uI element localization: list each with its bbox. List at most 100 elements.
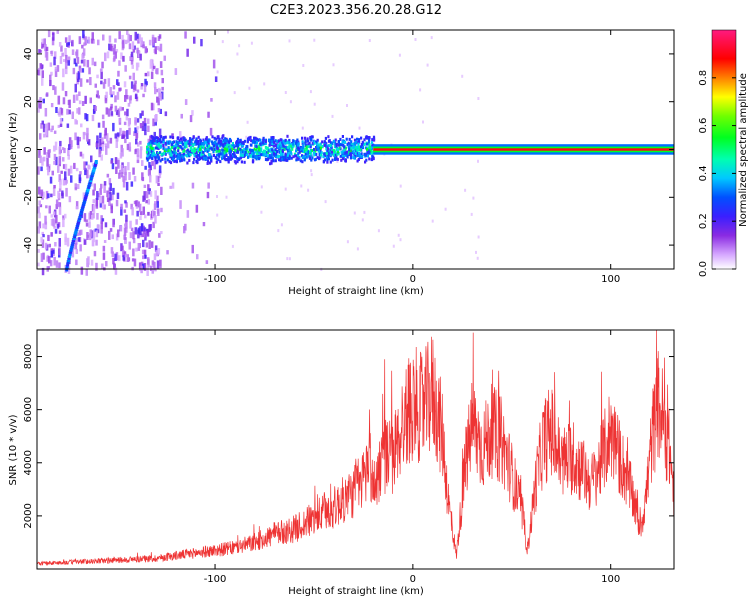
speckle-cell [95, 94, 99, 98]
speckle-cell [125, 39, 128, 45]
band-cell [221, 136, 224, 140]
speckle-cell [52, 85, 55, 91]
speckle-cell [115, 49, 119, 53]
speckle-cell [125, 226, 128, 233]
speckle-cell [110, 205, 113, 214]
band-cell [199, 139, 202, 143]
speckle-cell [58, 42, 62, 47]
band-cell [201, 142, 204, 145]
band-cell [205, 157, 208, 161]
speckle-cell [135, 132, 138, 140]
speckle-cell [91, 163, 95, 167]
speckle-cell [40, 189, 44, 196]
speckle-cell [96, 90, 99, 96]
speckle-cell [248, 86, 251, 90]
speckle-cell [75, 237, 78, 245]
speckle-cell [117, 229, 120, 238]
speckle-cell [78, 100, 82, 105]
band-cell [168, 148, 172, 152]
band-cell [289, 151, 292, 154]
band-cell [323, 143, 326, 147]
band-cell [277, 154, 281, 158]
band-cell [163, 136, 166, 140]
speckle-cell [122, 55, 125, 62]
band-cell [308, 156, 312, 160]
band-cell [282, 155, 285, 159]
band-cell [167, 146, 170, 150]
band-cell [310, 135, 313, 139]
band-cell [167, 141, 170, 145]
speckle-cell [141, 172, 144, 181]
band-cell [364, 160, 367, 164]
speckle-cell [95, 239, 98, 246]
speckle-cell [110, 247, 114, 254]
band-cell [229, 157, 232, 161]
speckle-cell [154, 215, 157, 224]
speckle-cell [41, 267, 45, 276]
band-cell [261, 153, 264, 156]
speckle-cell [160, 207, 163, 213]
band-cell [165, 148, 168, 152]
band-cell [149, 146, 152, 150]
band-cell [173, 151, 176, 155]
band-cell [296, 153, 299, 157]
speckle-cell [75, 49, 79, 59]
band-cell [339, 143, 342, 147]
speckle-cell [83, 161, 86, 170]
band-cell [334, 153, 337, 157]
speckle-cell [137, 201, 140, 208]
band-cell [150, 154, 154, 158]
y-tick-label: -20 [23, 189, 34, 205]
speckle-cell [149, 265, 153, 271]
band-cell [176, 156, 179, 160]
speckle-cell [86, 79, 89, 83]
speckle-cell [346, 104, 348, 107]
speckle-cell [46, 152, 49, 159]
speckle-cell [117, 132, 120, 137]
band-cell [333, 149, 336, 153]
band-cell [162, 144, 165, 147]
speckle-cell [57, 190, 60, 199]
band-cell [269, 162, 272, 166]
speckle-cell [71, 49, 75, 55]
speckle-cell [88, 221, 91, 228]
speckle-cell [143, 184, 147, 188]
speckle-cell [143, 249, 147, 259]
band-cell [266, 147, 269, 151]
band-cell [231, 153, 234, 156]
speckle-cell [112, 85, 116, 90]
speckle-cell [180, 113, 183, 119]
band-cell [193, 147, 196, 151]
speckle-cell [51, 37, 55, 46]
speckle-cell [106, 190, 109, 198]
speckle-cell [136, 210, 139, 217]
speckle-cell [91, 230, 94, 239]
band-cell [287, 152, 290, 156]
speckle-cell [124, 200, 127, 204]
band-cell [306, 152, 309, 156]
speckle-cell [113, 44, 116, 49]
speckle-cell [159, 61, 163, 68]
speckle-cell [124, 95, 127, 102]
band-cell [357, 148, 360, 152]
band-cell [350, 140, 353, 144]
speckle-cell [76, 57, 80, 64]
speckle-cell [91, 214, 94, 220]
speckle-cell [133, 200, 137, 205]
speckle-cell [146, 267, 149, 276]
speckle-cell [133, 258, 137, 267]
speckle-cell [171, 133, 174, 139]
band-cell [348, 148, 351, 152]
band-cell [358, 153, 361, 157]
speckle-cell [358, 126, 361, 130]
speckle-cell [135, 219, 138, 225]
band-cell [156, 155, 159, 159]
band-cell [235, 150, 238, 154]
band-cell [323, 152, 326, 156]
band-cell [271, 148, 274, 152]
speckle-cell [164, 144, 167, 150]
speckle-cell [142, 206, 145, 215]
speckle-cell [288, 257, 291, 261]
speckle-cell [158, 233, 161, 238]
band-cell [365, 153, 368, 157]
